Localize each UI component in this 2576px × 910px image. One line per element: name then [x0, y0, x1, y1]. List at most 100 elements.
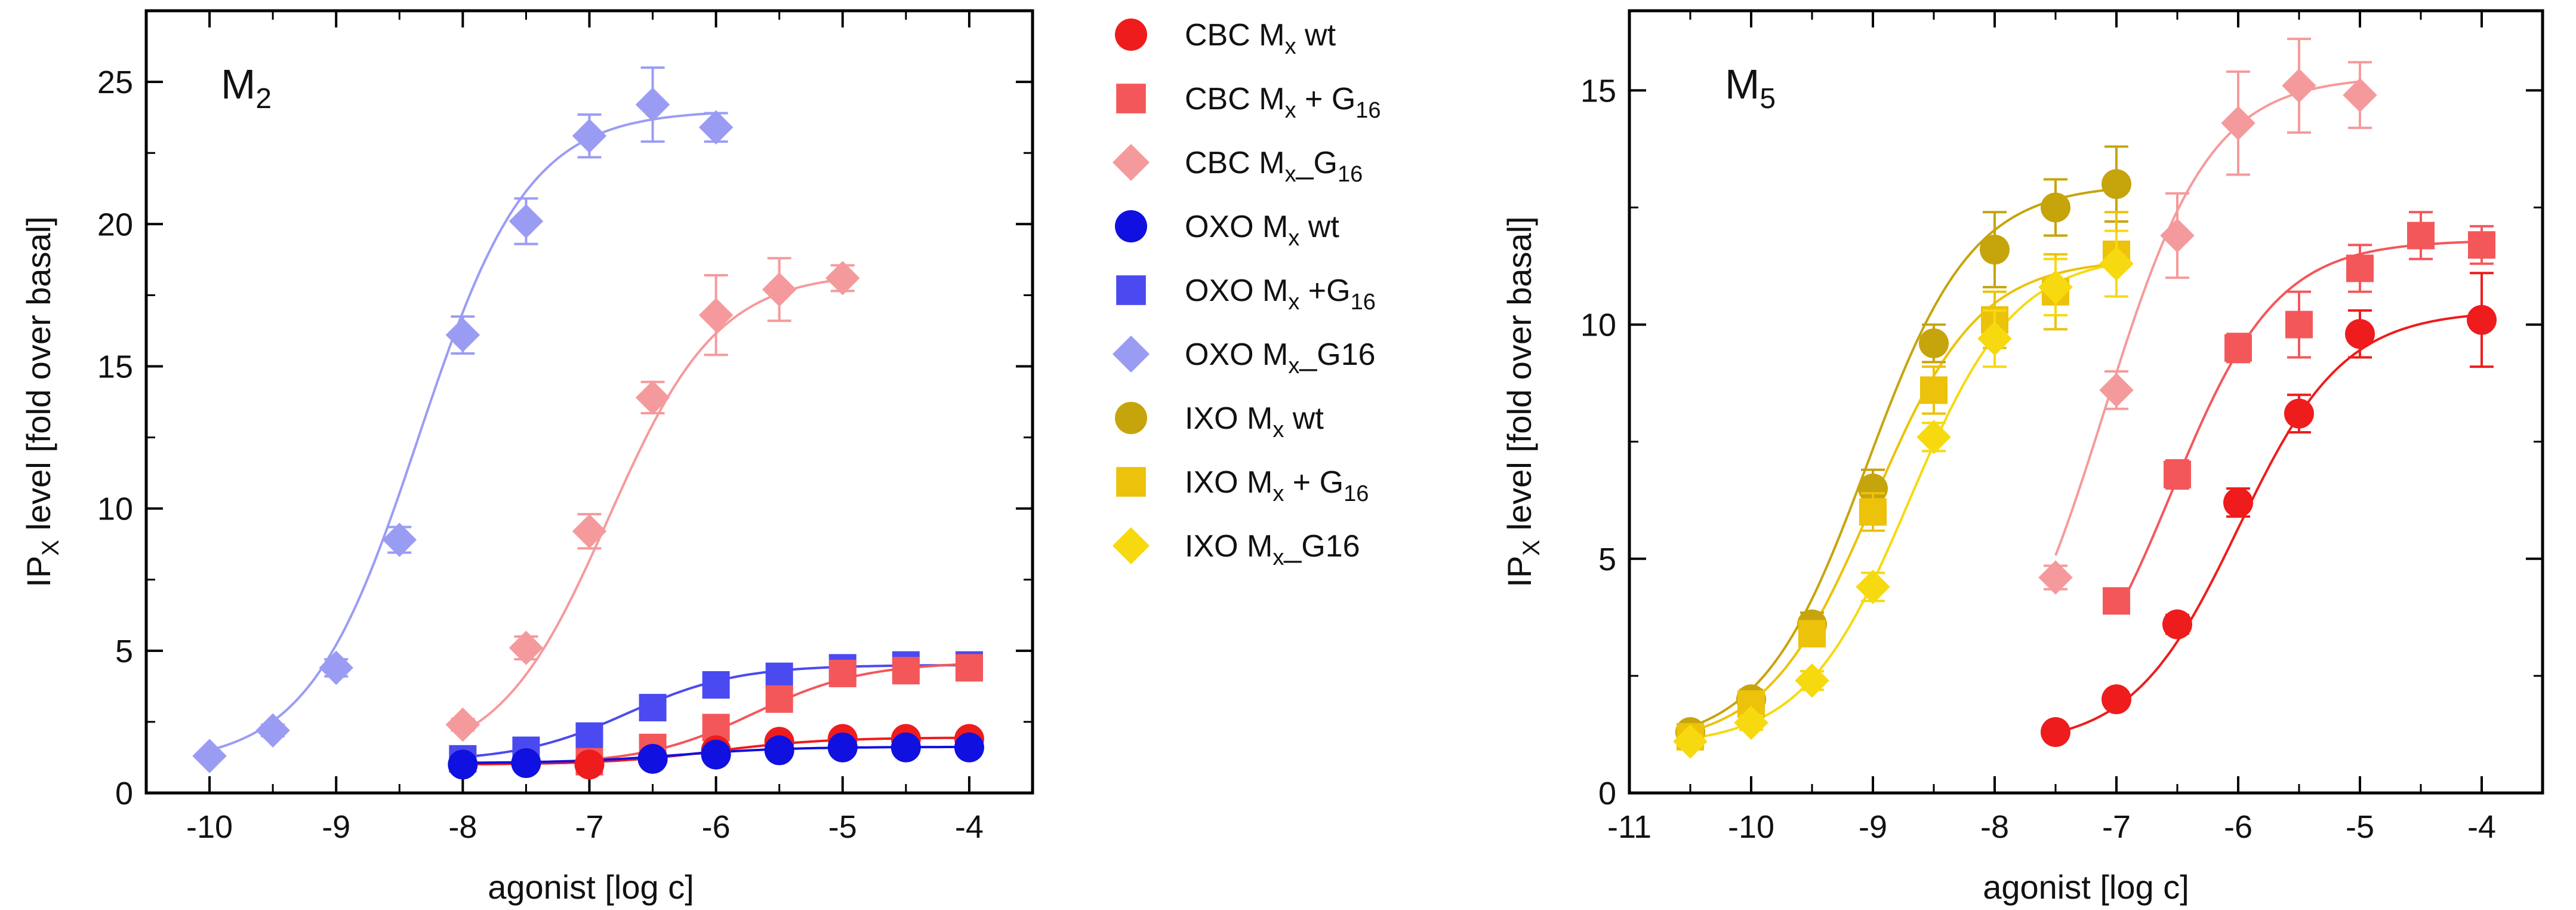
data-point-oxo_mxg16: [255, 713, 290, 748]
data-point-cbc_g16: [2468, 231, 2495, 259]
panel-title: M5: [1725, 61, 1776, 115]
legend-marker-ixo_mxg16: [1112, 527, 1150, 565]
x-tick-label: -9: [322, 809, 350, 845]
data-point-oxo_wt: [890, 732, 921, 763]
data-point-cbc_mxg16: [572, 514, 607, 549]
data-point-ixo_mxg16: [1734, 705, 1768, 740]
data-point-oxo_wt: [701, 739, 731, 770]
data-points: [192, 66, 984, 780]
data-point-cbc_wt: [2467, 305, 2497, 335]
data-point-ixo_wt: [2041, 192, 2070, 223]
legend-item-oxo_wt: OXO Mx wt: [1115, 210, 1339, 251]
data-point-ixo_wt: [1980, 235, 2010, 265]
data-point-oxo_mxg16: [698, 110, 734, 145]
y-tick-label: 15: [1580, 73, 1616, 109]
data-point-ixo_mxg16: [2099, 246, 2134, 281]
legend-marker-cbc_mxg16: [1112, 143, 1150, 182]
data-point-cbc_mxg16: [2099, 373, 2134, 408]
data-point-cbc_g16: [955, 654, 983, 682]
x-tick-label: -7: [2102, 809, 2131, 845]
y-axis-label: IPX level [fold over basal]: [1500, 216, 1545, 587]
data-points: [1673, 38, 2497, 759]
legend-item-cbc_g16: CBC Mx + G16: [1116, 82, 1381, 123]
data-point-ixo_mxg16: [1673, 724, 1708, 759]
legend-label: IXO Mx + G16: [1185, 465, 1369, 506]
data-point-ixo_mxg16: [1856, 570, 1890, 604]
data-point-cbc_g16: [892, 657, 920, 685]
data-point-cbc_mxg16: [509, 631, 544, 665]
data-point-oxo_mxg16: [319, 650, 353, 685]
data-point-cbc_wt: [2041, 717, 2070, 748]
data-point-cbc_mxg16: [635, 380, 670, 415]
data-point-cbc_g16: [2224, 334, 2252, 362]
data-point-oxo_g16: [702, 671, 730, 699]
data-point-oxo_mxg16: [572, 118, 607, 153]
fit-curve-ixo_mxg16: [1690, 263, 2117, 740]
legend-item-cbc_wt: CBC Mx wt: [1115, 18, 1336, 59]
data-point-ixo_g16: [1859, 498, 1887, 526]
data-point-ixo_g16: [1920, 376, 1948, 404]
legend-item-ixo_g16: IXO Mx + G16: [1116, 465, 1369, 506]
data-point-oxo_wt: [448, 749, 478, 780]
fit-curve-oxo_mxg16: [209, 112, 716, 752]
legend-item-oxo_mxg16: OXO Mx_G16: [1112, 335, 1376, 379]
legend-marker-cbc_wt: [1115, 19, 1147, 51]
legend-marker-oxo_mxg16: [1112, 335, 1150, 373]
legend-label: CBC Mx + G16: [1185, 82, 1381, 123]
data-point-oxo_mxg16: [509, 204, 544, 239]
x-tick-label: -4: [2467, 809, 2496, 845]
legend-item-cbc_mxg16: CBC Mx_G16: [1112, 143, 1363, 187]
x-tick-label: -4: [955, 809, 984, 845]
y-tick-label: 15: [97, 349, 133, 385]
data-point-ixo_g16: [1798, 620, 1826, 648]
data-point-cbc_g16: [2407, 222, 2435, 250]
legend-marker-ixo_g16: [1116, 467, 1146, 497]
data-point-cbc_wt: [2102, 684, 2131, 715]
fit-curve-ixo_wt: [1690, 187, 2117, 728]
legend-marker-cbc_g16: [1116, 84, 1146, 113]
data-point-cbc_mxg16: [2282, 68, 2316, 103]
panel-m2: -10 -9 -8 -7 -6 -5 -4 0 5 10 15 20 25 M2 agonist [lo…: [20, 9, 1034, 906]
x-tick-label: -5: [2346, 809, 2374, 845]
y-tick-label: 10: [1580, 308, 1616, 343]
x-tick-label: -5: [828, 809, 857, 845]
legend-label: OXO Mx wt: [1185, 210, 1339, 251]
data-point-ixo_mxg16: [1977, 321, 2012, 356]
data-point-cbc_g16: [2164, 460, 2191, 488]
data-point-ixo_mxg16: [1795, 663, 1829, 698]
legend-marker-oxo_wt: [1115, 210, 1147, 242]
data-point-oxo_wt: [511, 748, 541, 778]
x-tick-label: -7: [575, 809, 603, 845]
axis-ticks: -10 -9 -8 -7 -6 -5 -4 0 5 10 15 20 25: [97, 11, 1034, 845]
data-point-cbc_mxg16: [445, 707, 480, 742]
data-point-oxo_mxg16: [635, 87, 670, 122]
y-tick-label: 5: [115, 634, 133, 669]
data-point-cbc_wt: [2284, 398, 2314, 429]
data-point-cbc_g16: [2285, 310, 2313, 339]
panel-title: M2: [221, 61, 272, 115]
x-axis-label: agonist [log c]: [488, 868, 694, 906]
data-point-cbc_wt: [2162, 609, 2192, 640]
data-point-cbc_wt: [574, 749, 605, 780]
plot-frame: [1628, 9, 2544, 795]
y-axis-label: IPX level [fold over basal]: [20, 216, 64, 587]
y-tick-label: 0: [1598, 776, 1616, 811]
data-point-oxo_g16: [639, 694, 667, 722]
legend-item-ixo_mxg16: IXO Mx_G16: [1112, 527, 1360, 570]
data-point-cbc_wt: [2223, 487, 2253, 518]
data-point-cbc_wt: [2345, 319, 2375, 349]
x-tick-label: -11: [1607, 809, 1651, 845]
data-point-ixo_wt: [1919, 328, 1949, 358]
data-point-oxo_wt: [764, 735, 794, 765]
data-point-oxo_mxg16: [445, 318, 480, 352]
y-tick-label: 10: [97, 491, 133, 527]
data-point-oxo_mxg16: [192, 739, 227, 773]
data-point-cbc_g16: [2103, 587, 2130, 615]
legend-item-oxo_g16: OXO Mx +G16: [1116, 273, 1376, 315]
y-tick-label: 0: [115, 776, 133, 811]
x-tick-label: -6: [702, 809, 731, 845]
y-tick-label: 25: [97, 64, 133, 100]
data-point-cbc_g16: [828, 659, 856, 687]
data-point-cbc_mxg16: [825, 261, 860, 296]
